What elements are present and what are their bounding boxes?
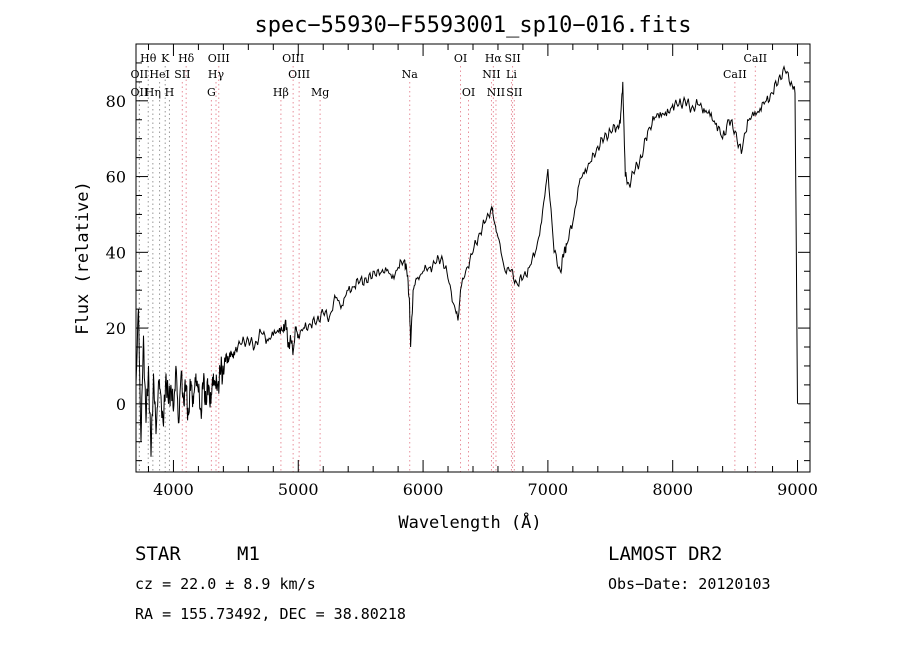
spectral-line-label: NII	[487, 86, 505, 99]
x-tick-label: 8000	[652, 480, 693, 499]
spectral-line-label: Hα	[485, 52, 503, 65]
y-tick-label: 60	[106, 168, 126, 187]
spectral-line-label: SII	[504, 52, 520, 65]
object-class: STAR	[135, 543, 181, 565]
spectral-line-label: OIII	[288, 68, 310, 81]
spectral-line-label: K	[161, 52, 170, 65]
y-tick-label: 20	[106, 319, 126, 338]
x-axis-label: Wavelength (Å)	[398, 511, 541, 533]
y-axis-label: Flux (relative)	[73, 181, 93, 335]
x-tick-label: 4000	[153, 480, 194, 499]
survey-name: LAMOST DR2	[608, 543, 722, 565]
spectral-line-label: OI	[462, 86, 475, 99]
spectral-line-label: Hβ	[273, 86, 289, 99]
object-subclass: M1	[237, 543, 260, 565]
spectral-line-label: SII	[506, 86, 522, 99]
y-tick-label: 0	[116, 395, 126, 414]
spectral-line-label: OIII	[208, 52, 230, 65]
spectral-line-label: HeI	[149, 68, 169, 81]
spectral-line-label: Hδ	[178, 52, 195, 65]
spectral-line-label: Hθ	[140, 52, 157, 65]
spectral-line-label: Hγ	[208, 68, 225, 81]
spectral-line-label: NII	[482, 68, 500, 81]
spectral-line-label: OII	[131, 86, 149, 99]
x-tick-label: 7000	[528, 480, 569, 499]
axes: 4000 5000 6000 7000 8000 9000 0 20 40 60 80	[106, 43, 818, 499]
chart-title: spec−55930−F5593001_sp10−016.fits	[254, 13, 691, 38]
spectral-line-label: CaII	[743, 52, 767, 65]
spectral-line-label: G	[207, 86, 216, 99]
x-tick-label: 6000	[403, 480, 444, 499]
spectral-line-label: Hη	[145, 86, 161, 99]
spectral-line-label: Li	[506, 68, 517, 81]
spectral-line-label: H	[165, 86, 175, 99]
spectral-line-label: Na	[402, 68, 419, 81]
spectral-line-label: Mg	[311, 86, 329, 99]
x-tick-label: 5000	[278, 480, 319, 499]
spectral-line-label: OIII	[282, 52, 304, 65]
y-tick-label: 80	[106, 92, 126, 111]
coordinates-text: RA = 155.73492, DEC = 38.80218	[135, 605, 406, 623]
spectral-line-label: OI	[454, 52, 467, 65]
y-tick-label: 40	[106, 243, 126, 262]
spectral-line-label: SII	[174, 68, 190, 81]
redshift-text: cz = 22.0 ± 8.9 km/s	[135, 575, 316, 593]
plot-frame	[135, 43, 811, 473]
x-tick-label: 9000	[777, 480, 818, 499]
spectral-line-label: OII	[131, 68, 149, 81]
spectrum-series-line	[135, 64, 798, 457]
obs-date-text: Obs−Date: 20120103	[608, 575, 771, 593]
spectral-line-label: CaII	[723, 68, 747, 81]
